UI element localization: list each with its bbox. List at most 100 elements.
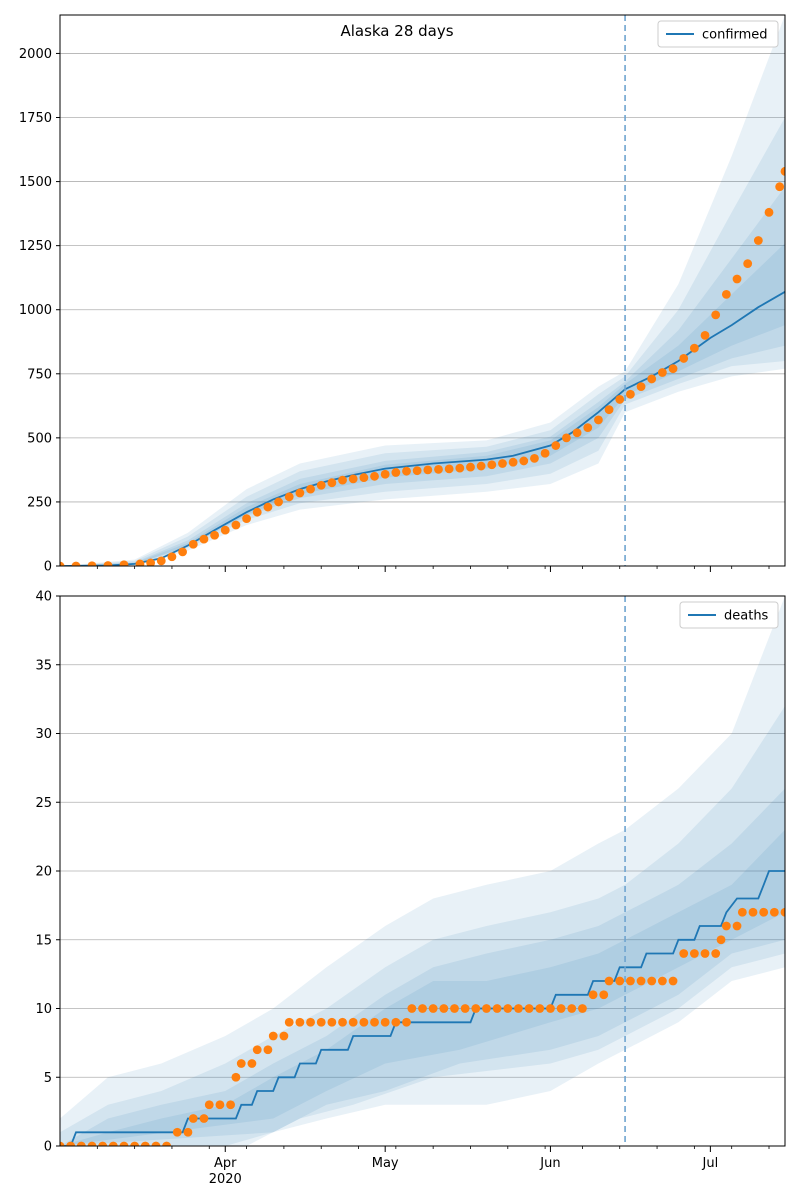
observed-point	[594, 415, 603, 425]
observed-point	[455, 463, 465, 473]
observed-point	[471, 1004, 481, 1013]
observed-point	[252, 1045, 262, 1055]
y-tick-label: 0	[44, 560, 52, 575]
observed-point	[146, 558, 156, 566]
observed-point	[434, 464, 443, 474]
observed-point	[199, 1114, 209, 1123]
observed-point	[498, 459, 507, 468]
observed-point	[567, 1004, 577, 1013]
y-tick-label: 10	[35, 1002, 52, 1017]
observed-point	[98, 1141, 108, 1146]
observed-point	[407, 1004, 417, 1013]
observed-point	[60, 1141, 65, 1146]
observed-point	[380, 1017, 390, 1027]
uncertainty-band	[60, 117, 785, 566]
observed-point	[604, 405, 614, 415]
observed-point	[87, 561, 97, 566]
observed-point	[428, 1004, 438, 1013]
observed-point	[487, 460, 497, 470]
uncertainty-band	[60, 829, 785, 1146]
observed-point	[220, 525, 230, 535]
observed-point	[348, 474, 358, 484]
observed-point	[769, 907, 779, 917]
observed-point	[636, 976, 646, 986]
observed-point	[588, 990, 598, 1000]
observed-point	[402, 466, 411, 476]
y-tick-label: 5	[44, 1071, 52, 1086]
observed-point	[76, 1141, 86, 1146]
observed-point	[418, 1004, 427, 1013]
observed-point	[140, 1141, 150, 1146]
y-tick-label: 25	[35, 796, 52, 811]
observed-point	[306, 484, 315, 494]
uncertainty-band	[60, 596, 785, 1146]
observed-point	[689, 949, 699, 958]
observed-point	[178, 547, 188, 557]
observed-point	[199, 534, 209, 544]
observed-point	[466, 462, 475, 472]
observed-point	[215, 1100, 225, 1110]
observed-point	[689, 343, 699, 353]
observed-point	[242, 514, 251, 523]
y-tick-label: 1500	[19, 175, 52, 190]
observed-point	[578, 1004, 587, 1013]
observed-point	[66, 1141, 76, 1146]
observed-point	[668, 976, 678, 986]
observed-point	[562, 433, 571, 443]
observed-point	[759, 907, 769, 917]
observed-point	[156, 556, 166, 566]
observed-point	[721, 289, 731, 299]
y-tick-label: 500	[27, 431, 52, 446]
observed-point	[444, 464, 454, 474]
observed-point	[514, 1004, 523, 1013]
y-tick-label: 20	[35, 865, 52, 880]
x-tick-label: Jun	[539, 1156, 560, 1171]
observed-point	[316, 480, 326, 490]
observed-point	[460, 1004, 470, 1013]
observed-point	[753, 236, 763, 245]
observed-point	[327, 1017, 337, 1027]
observed-point	[657, 368, 667, 377]
observed-point	[119, 1141, 129, 1146]
observed-point	[668, 364, 678, 374]
observed-point	[162, 1141, 172, 1146]
uncertainty-band	[60, 186, 785, 566]
observed-point	[284, 1017, 294, 1027]
observed-point	[338, 1017, 347, 1027]
observed-point	[700, 949, 710, 958]
observed-point	[135, 559, 145, 566]
observed-point	[252, 507, 262, 517]
observed-point	[647, 374, 657, 384]
observed-point	[524, 1004, 534, 1013]
observed-point	[556, 1004, 566, 1013]
observed-point	[338, 475, 347, 485]
observed-point	[732, 921, 742, 931]
observed-point	[226, 1100, 235, 1110]
observed-point	[711, 949, 721, 958]
observed-point	[263, 502, 273, 512]
observed-point	[108, 1141, 118, 1146]
y-tick-label: 30	[35, 727, 52, 742]
observed-point	[423, 465, 433, 475]
observed-point	[508, 457, 518, 467]
observed-point	[60, 561, 65, 566]
observed-point	[359, 473, 369, 482]
plot-frame	[59, 14, 786, 567]
y-tick-label: 2000	[19, 47, 52, 62]
observed-point	[247, 1059, 257, 1068]
y-tick-label: 15	[35, 933, 52, 948]
observed-point	[732, 274, 742, 284]
observed-point	[151, 1141, 161, 1146]
observed-point	[284, 492, 294, 502]
observed-point	[530, 453, 539, 463]
observed-point	[599, 990, 609, 1000]
y-tick-label: 0	[44, 1140, 52, 1155]
observed-point	[721, 921, 731, 931]
observed-point	[167, 552, 177, 562]
observed-point	[583, 423, 593, 433]
observed-point	[780, 907, 785, 917]
observed-point	[535, 1004, 545, 1013]
observed-point	[551, 441, 561, 450]
